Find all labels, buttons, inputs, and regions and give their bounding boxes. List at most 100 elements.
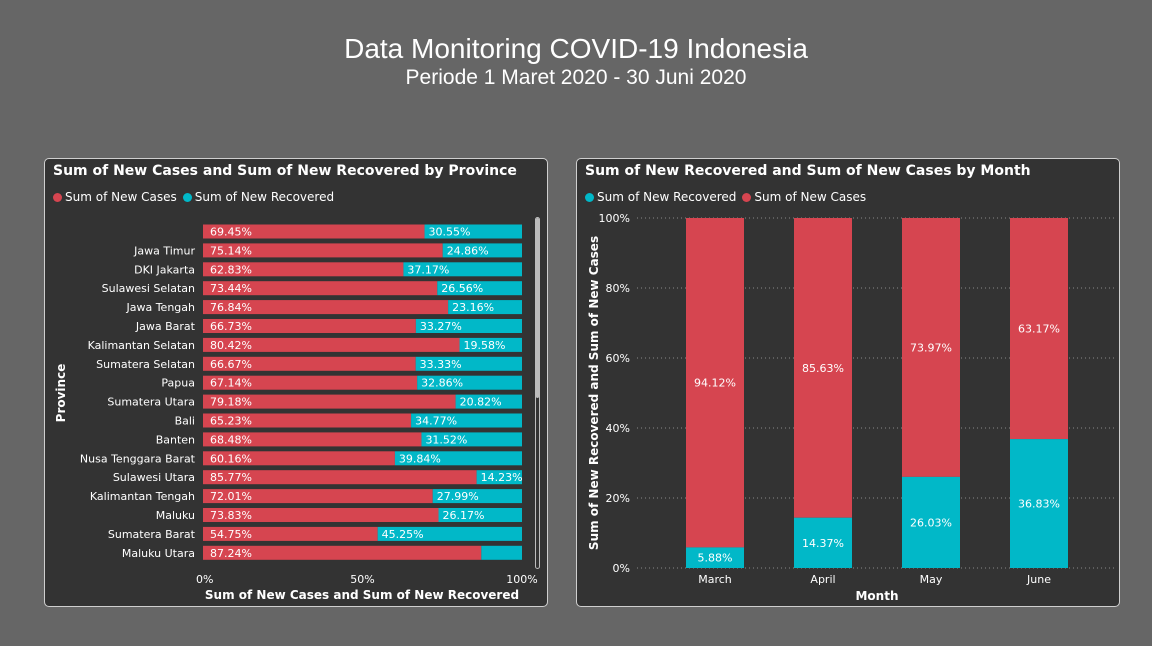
- label-new-cases-kalimantan-selatan: 80.42%: [210, 339, 252, 352]
- label-new-cases-march: 94.12%: [694, 377, 736, 390]
- legend-item-new-cases-month[interactable]: Sum of New Cases: [742, 190, 866, 204]
- label-new-cases-row-0: 69.45%: [210, 226, 252, 239]
- label-new-cases-jawa-barat: 66.73%: [210, 320, 252, 333]
- month-label-june: June: [1026, 573, 1051, 586]
- label-new-cases-sulawesi-selatan: 73.44%: [210, 282, 252, 295]
- label-new-recovered-sumatera-selatan: 33.33%: [420, 358, 462, 371]
- bar-new-recovered-jawa-barat: [415, 319, 522, 333]
- label-new-recovered-jawa-timur: 24.86%: [447, 244, 489, 257]
- month-chart-panel: Sum of New Recovered and Sum of New Case…: [576, 158, 1120, 607]
- month-label-march: March: [698, 573, 732, 586]
- label-new-recovered-kalimantan-tengah: 27.99%: [437, 490, 479, 503]
- bar-new-cases-banten: [203, 432, 422, 447]
- label-new-cases-bali: 65.23%: [210, 415, 252, 428]
- label-new-cases-sumatera-utara: 79.18%: [210, 396, 252, 409]
- bar-new-cases-sumatera-utara: [203, 394, 456, 409]
- bar-new-recovered-row-0: [424, 224, 522, 239]
- bar-new-recovered-kalimantan-tengah: [432, 489, 522, 504]
- y-axis-title: Sum of New Recovered and Sum of New Case…: [587, 236, 601, 550]
- month-chart-legend: Sum of New Recovered Sum of New Cases: [585, 190, 872, 204]
- label-new-cases-maluku: 73.83%: [210, 509, 252, 522]
- bar-new-cases-sulawesi-utara: [203, 470, 477, 485]
- label-new-recovered-nusa-tenggara-barat: 39.84%: [399, 452, 441, 465]
- province-label-nusa-tenggara-barat: Nusa Tenggara Barat: [80, 452, 196, 465]
- province-label-bali: Bali: [175, 415, 195, 428]
- bar-new-cases-maluku-utara: [203, 545, 482, 560]
- y-tick-100: 100%: [599, 212, 630, 225]
- province-chart-title: Sum of New Cases and Sum of New Recovere…: [53, 163, 517, 179]
- y-tick-40: 40%: [606, 422, 630, 435]
- province-label-sumatera-utara: Sumatera Utara: [107, 396, 195, 409]
- label-new-recovered-maluku: 26.17%: [443, 509, 485, 522]
- bar-new-cases-sumatera-barat: [203, 526, 378, 541]
- bar-new-recovered-jawa-timur: [442, 243, 522, 258]
- legend-label-new-cases-month: Sum of New Cases: [754, 190, 867, 204]
- bar-new-cases-dki-jakarta: [203, 262, 404, 277]
- bar-new-recovered-maluku-utara: [481, 545, 522, 560]
- label-new-recovered-bali: 34.77%: [415, 415, 457, 428]
- month-label-april: April: [810, 573, 835, 586]
- bar-new-recovered-kalimantan-selatan: [459, 337, 522, 352]
- label-new-cases-sulawesi-utara: 85.77%: [210, 471, 252, 484]
- bar-new-cases-nusa-tenggara-barat: [203, 451, 395, 466]
- month-label-may: May: [920, 573, 943, 586]
- label-new-recovered-june: 36.83%: [1018, 498, 1060, 511]
- province-chart-scrollbar[interactable]: [535, 217, 540, 569]
- column-new-recovered-april: [794, 517, 852, 568]
- bar-new-cases-sumatera-selatan: [203, 356, 416, 371]
- legend-item-new-recovered-month[interactable]: Sum of New Recovered: [585, 190, 736, 204]
- label-new-recovered-sulawesi-selatan: 26.56%: [441, 282, 483, 295]
- bar-new-recovered-sumatera-utara: [455, 394, 522, 409]
- label-new-recovered-banten: 31.52%: [425, 433, 467, 446]
- province-label-maluku-utara: Maluku Utara: [122, 547, 195, 560]
- y-axis-title: Province: [54, 364, 68, 423]
- province-chart-scroll-thumb[interactable]: [536, 218, 539, 398]
- column-new-recovered-may: [902, 476, 960, 568]
- bar-new-recovered-nusa-tenggara-barat: [394, 451, 522, 466]
- label-new-cases-nusa-tenggara-barat: 60.16%: [210, 452, 252, 465]
- column-new-recovered-march: [686, 547, 744, 568]
- bar-new-recovered-maluku: [438, 508, 522, 522]
- label-new-recovered-sumatera-utara: 20.82%: [460, 396, 502, 409]
- column-new-cases-june: [1010, 218, 1068, 440]
- x-tick-1: 50%: [350, 573, 374, 586]
- column-new-cases-may: [902, 218, 960, 477]
- bar-new-recovered-sumatera-selatan: [415, 356, 522, 371]
- bar-new-recovered-sumatera-barat: [377, 526, 522, 541]
- x-tick-2: 100%: [506, 573, 537, 586]
- legend-dot-new-recovered: [182, 192, 192, 202]
- page-title: Data Monitoring COVID-19 Indonesia: [344, 33, 808, 64]
- legend-item-new-recovered[interactable]: Sum of New Recovered: [182, 190, 335, 204]
- legend-dot-new-recovered-month: [585, 192, 594, 202]
- label-new-recovered-march: 5.88%: [698, 552, 733, 565]
- label-new-cases-jawa-timur: 75.14%: [210, 244, 252, 257]
- legend-item-new-cases[interactable]: Sum of New Cases: [53, 190, 177, 204]
- label-new-cases-papua: 67.14%: [210, 377, 252, 390]
- y-tick-20: 20%: [606, 492, 630, 505]
- label-new-recovered-kalimantan-selatan: 19.58%: [464, 339, 506, 352]
- province-label-jawa-tengah: Jawa Tengah: [125, 301, 195, 314]
- bar-new-cases-papua: [203, 375, 418, 390]
- month-chart-title: Sum of New Recovered and Sum of New Case…: [585, 163, 1031, 179]
- province-label-maluku: Maluku: [156, 509, 195, 522]
- legend-dot-new-cases-month: [742, 192, 752, 202]
- label-new-recovered-may: 26.03%: [910, 516, 952, 529]
- bar-new-recovered-sulawesi-utara: [476, 470, 522, 485]
- bar-new-cases-jawa-timur: [203, 243, 443, 258]
- bar-new-cases-jawa-tengah: [203, 300, 449, 315]
- label-new-cases-may: 73.97%: [910, 341, 952, 354]
- province-label-jawa-barat: Jawa Barat: [135, 320, 196, 333]
- label-new-recovered-sulawesi-utara: 14.23%: [481, 471, 523, 484]
- column-new-cases-april: [794, 218, 852, 518]
- bar-new-recovered-jawa-tengah: [448, 300, 522, 315]
- column-new-recovered-june: [1010, 439, 1068, 568]
- bar-new-cases-kalimantan-tengah: [203, 489, 433, 504]
- label-new-recovered-jawa-tengah: 23.16%: [452, 301, 494, 314]
- bar-new-cases-sulawesi-selatan: [203, 281, 438, 296]
- legend-label-new-recovered: Sum of New Recovered: [194, 190, 335, 204]
- bar-new-cases-kalimantan-selatan: [203, 337, 460, 352]
- province-label-sumatera-barat: Sumatera Barat: [108, 528, 196, 541]
- bar-new-recovered-bali: [411, 413, 522, 428]
- bar-new-cases-maluku: [203, 508, 439, 522]
- legend-label-new-recovered-month: Sum of New Recovered: [597, 190, 737, 204]
